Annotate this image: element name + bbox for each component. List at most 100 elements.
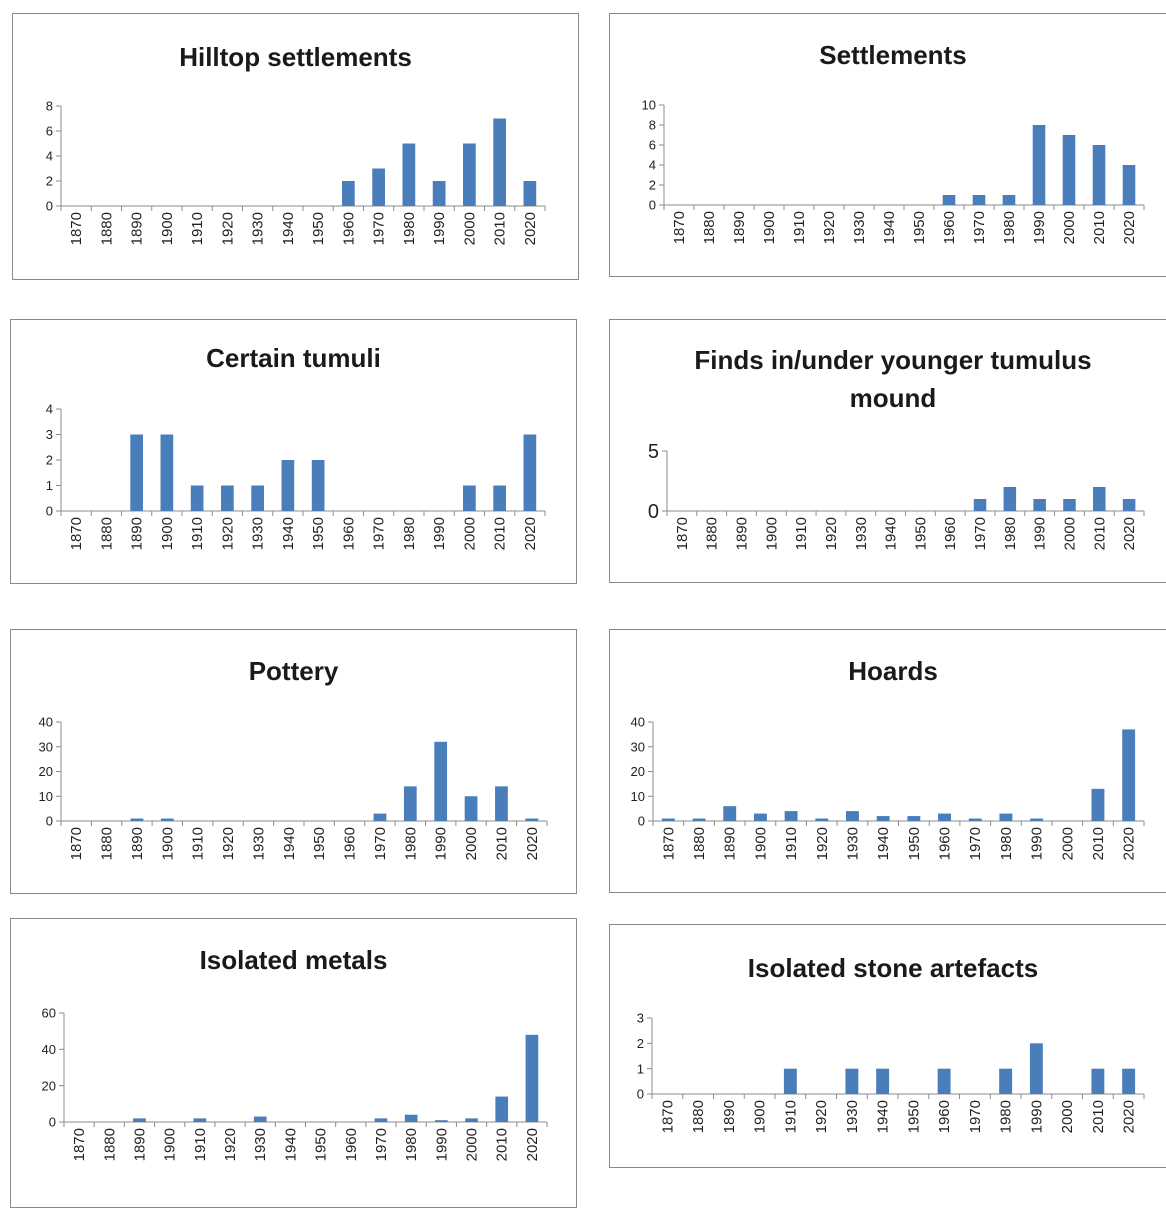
y-tick-label: 4 — [649, 158, 656, 173]
x-tick-label: 2010 — [492, 212, 509, 245]
x-tick-label: 1940 — [281, 827, 298, 860]
x-tick-label: 2020 — [1121, 517, 1138, 550]
bar — [723, 806, 737, 821]
bar — [907, 816, 921, 821]
chart-panel-finds-younger-tumulus: Finds in/under younger tumulus mound 0 5 187… — [609, 319, 1166, 583]
bar — [523, 181, 537, 206]
x-tick-label: 1880 — [101, 1128, 118, 1161]
x-tick-label: 1930 — [252, 1128, 269, 1161]
x-tick-label: 1890 — [734, 517, 751, 550]
bar — [372, 168, 385, 206]
bar — [434, 741, 448, 821]
bar — [402, 143, 416, 206]
x-tick-label: 1890 — [731, 211, 748, 244]
chart-title: Settlements — [819, 40, 966, 70]
bar — [942, 195, 956, 205]
x-tick-label: 1890 — [129, 517, 146, 550]
x-tick-label: 1980 — [403, 1128, 420, 1161]
bar — [973, 499, 987, 511]
bar — [1002, 195, 1016, 205]
x-tick-label: 1890 — [722, 827, 739, 860]
chart-title: Hoards — [848, 656, 938, 686]
bar — [130, 818, 144, 821]
x-tick-label: 1980 — [1002, 517, 1019, 550]
x-tick-label: 1960 — [936, 1100, 953, 1133]
chart-panel-isolated-stone-artefacts: Isolated stone artefacts 0 1 2 3 1870 1880 1890… — [609, 924, 1166, 1168]
x-tick-label: 1900 — [159, 517, 176, 550]
x-tick-label: 1890 — [129, 827, 146, 860]
x-tick-label: 1880 — [701, 211, 718, 244]
x-tick-label: 2010 — [492, 517, 509, 550]
y-tick-label: 2 — [637, 1036, 644, 1051]
x-tick-label: 1960 — [942, 517, 959, 550]
x-tick-label: 1980 — [401, 517, 418, 550]
bar — [1003, 487, 1017, 511]
y-tick-label: 30 — [631, 739, 645, 754]
y-tick-label: 3 — [637, 1011, 644, 1026]
x-tick-label: 1990 — [1031, 211, 1048, 244]
bar — [464, 796, 478, 821]
bar — [1122, 729, 1136, 821]
x-tick-label: 1930 — [853, 517, 870, 550]
bar — [253, 1116, 267, 1122]
x-tick-label: 1900 — [752, 1100, 769, 1133]
y-tick-label: 0 — [637, 1087, 644, 1102]
bar — [160, 434, 174, 511]
bar — [373, 813, 387, 821]
x-tick-label: 1920 — [823, 517, 840, 550]
y-tick-label: 40 — [631, 715, 645, 730]
x-tick-label: 1930 — [851, 211, 868, 244]
y-tick-label: 4 — [46, 402, 53, 417]
x-tick-label: 2010 — [494, 1128, 511, 1161]
chart-svg: Settlements 0 2 4 6 8 10 1870 1880 1890 1900 1910 19… — [642, 40, 1145, 244]
x-tick-label: 1870 — [68, 827, 85, 860]
y-tick-label: 8 — [46, 99, 53, 114]
bar — [160, 818, 174, 821]
x-tick-label: 1970 — [371, 212, 388, 245]
y-tick-label: 2 — [649, 178, 656, 193]
bar — [938, 813, 951, 821]
bar — [876, 816, 890, 821]
x-tick-label: 1990 — [1032, 517, 1049, 550]
x-tick-label: 1900 — [761, 211, 778, 244]
bar — [495, 786, 508, 821]
x-tick-label: 1950 — [310, 212, 327, 245]
y-tick-label: 0 — [648, 501, 659, 523]
bar — [1091, 788, 1105, 821]
x-tick-label: 1870 — [660, 827, 677, 860]
bar — [1029, 1043, 1043, 1094]
bar — [463, 143, 476, 206]
x-tick-label: 1970 — [371, 517, 388, 550]
x-tick-label: 1890 — [129, 212, 146, 245]
x-tick-label: 1920 — [821, 211, 838, 244]
x-tick-label: 1940 — [875, 1100, 892, 1133]
x-tick-label: 1950 — [311, 827, 328, 860]
x-tick-label: 2010 — [1090, 827, 1107, 860]
chart-svg: Hilltop settlements 0 2 4 6 8 1870 1880 1890 1900… — [46, 42, 546, 245]
chart-svg: Hoards 0 10 20 30 40 1870 1880 1890 1900 1910 1920 1… — [631, 656, 1145, 860]
x-tick-label: 1880 — [98, 517, 115, 550]
x-tick-label: 1890 — [721, 1100, 738, 1133]
x-tick-label: 1880 — [99, 827, 116, 860]
chart-title: Isolated metals — [200, 945, 388, 975]
x-tick-label: 1910 — [189, 517, 206, 550]
chart-panel-settlements: Settlements 0 2 4 6 8 10 1870 1880 1890 1900 1910 19… — [609, 13, 1166, 277]
y-tick-label: 0 — [46, 199, 53, 214]
y-tick-label: 0 — [638, 814, 645, 829]
bar — [692, 818, 706, 821]
y-tick-label: 2 — [46, 174, 53, 189]
y-tick-label: 6 — [649, 138, 656, 153]
x-tick-label: 2020 — [522, 517, 539, 550]
bar — [221, 485, 234, 511]
y-tick-label: 3 — [46, 427, 53, 442]
x-tick-label: 2020 — [1121, 827, 1138, 860]
bar — [190, 485, 204, 511]
chart-title: Certain tumuli — [206, 343, 381, 373]
y-tick-label: 10 — [631, 789, 645, 804]
x-tick-label: 2000 — [1061, 211, 1078, 244]
bar — [815, 818, 829, 821]
bar — [661, 818, 675, 821]
bar — [1033, 499, 1046, 511]
bar — [876, 1068, 890, 1094]
x-tick-label: 1940 — [883, 517, 900, 550]
